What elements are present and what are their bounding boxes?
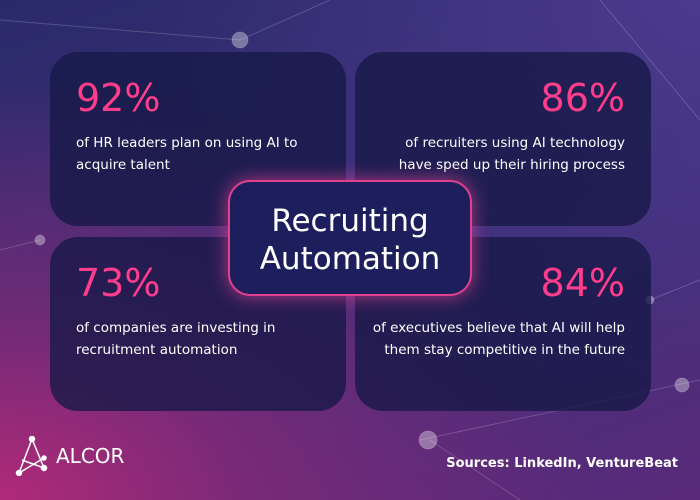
text-line: of HR leaders plan on using AI to bbox=[76, 135, 298, 151]
stat-figure: 84% bbox=[540, 261, 625, 305]
stat-text: of executives believe that AI will help t… bbox=[373, 317, 625, 361]
title-line: Recruiting bbox=[271, 203, 429, 239]
text-line: them stay competitive in the future bbox=[384, 342, 625, 358]
text-line: recruitment automation bbox=[76, 342, 238, 358]
title-box: Recruiting Automation bbox=[228, 180, 472, 296]
stat-figure: 92% bbox=[76, 76, 161, 120]
stat-text: of HR leaders plan on using AI to acquire… bbox=[76, 132, 298, 176]
logo-text: ALCOR bbox=[56, 444, 125, 468]
text-line: of recruiters using AI technology bbox=[405, 135, 625, 151]
logo-icon bbox=[15, 436, 48, 476]
stat-card: 84% of executives believe that AI will h… bbox=[355, 237, 651, 411]
text-line: have sped up their hiring process bbox=[398, 157, 625, 173]
text-line: of companies are investing in bbox=[76, 320, 276, 336]
logo: ALCOR bbox=[14, 436, 124, 476]
stat-figure: 86% bbox=[540, 76, 625, 120]
stat-text: of companies are investing in recruitment… bbox=[76, 317, 275, 361]
stat-figure: 73% bbox=[76, 261, 161, 305]
stat-text: of recruiters using AI technology have sp… bbox=[399, 132, 625, 176]
text-line: of executives believe that AI will help bbox=[372, 320, 625, 336]
title-line: Automation bbox=[259, 241, 441, 277]
sources: Sources: LinkedIn, VentureBeat bbox=[446, 456, 678, 471]
text-line: acquire talent bbox=[76, 157, 170, 173]
